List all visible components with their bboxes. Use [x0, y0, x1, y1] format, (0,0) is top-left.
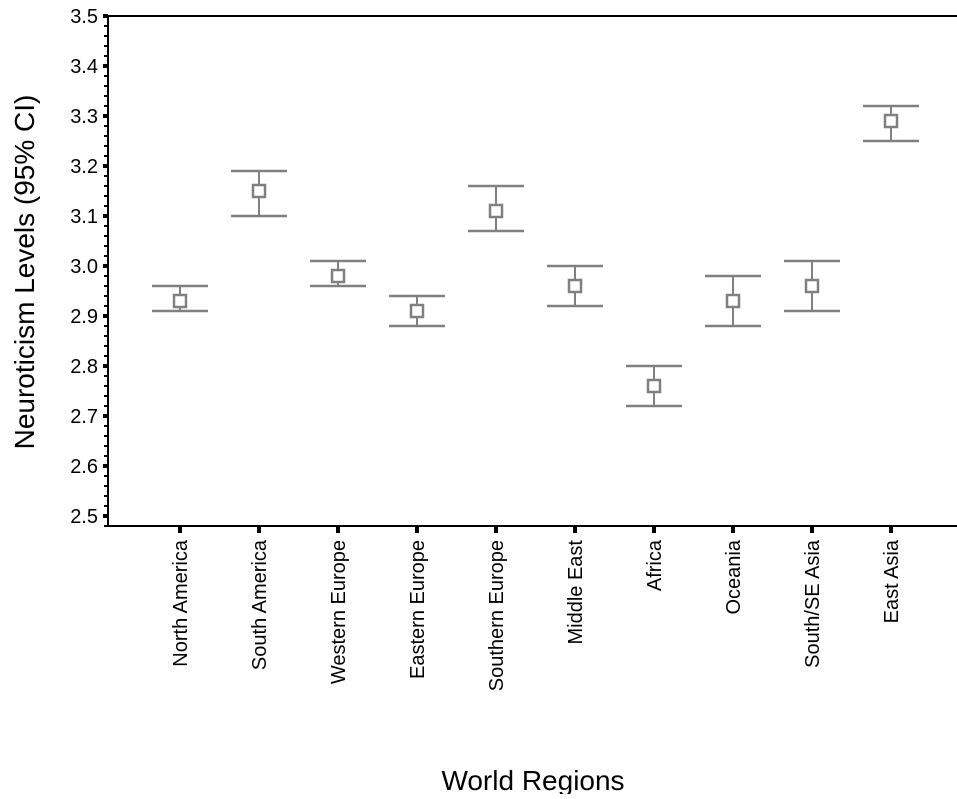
y-tick-label: 3.0	[70, 256, 98, 278]
error-bar	[231, 169, 287, 218]
mean-marker	[883, 113, 899, 129]
x-tick-label: East Asia	[881, 539, 903, 623]
y-tick-label: 3.3	[70, 106, 98, 128]
mean-marker	[725, 293, 741, 309]
x-tick-label: South/SE Asia	[802, 539, 824, 668]
y-tick-label: 3.2	[70, 156, 98, 178]
error-bar	[152, 284, 208, 313]
mean-marker	[804, 278, 820, 294]
y-tick-label: 2.9	[70, 306, 98, 328]
error-bar	[705, 274, 761, 328]
y-tick-label: 2.8	[70, 356, 98, 378]
error-bar	[863, 104, 919, 143]
y-tick-label: 2.6	[70, 456, 98, 478]
x-tick-label: Southern Europe	[486, 540, 508, 691]
error-bar	[626, 364, 682, 408]
x-tick-label: Africa	[644, 539, 666, 591]
error-bar	[389, 294, 445, 328]
x-tick-label: Oceania	[723, 539, 745, 614]
y-tick-label: 3.5	[70, 6, 98, 28]
y-tick-label: 2.5	[70, 506, 98, 528]
mean-marker	[646, 378, 662, 394]
error-bar	[547, 264, 603, 308]
x-tick-label: Eastern Europe	[407, 540, 429, 679]
y-tick-label: 2.7	[70, 406, 98, 428]
x-tick-label: Western Europe	[328, 540, 350, 684]
mean-marker	[488, 203, 504, 219]
y-axis-label: Neuroticism Levels (95% CI)	[9, 95, 40, 450]
mean-marker	[172, 293, 188, 309]
error-bar	[784, 259, 840, 313]
x-tick-label: North America	[170, 539, 192, 667]
x-axis-label: World Regions	[441, 765, 624, 794]
y-tick-label: 3.4	[70, 56, 98, 78]
x-tick-label: South America	[249, 539, 271, 670]
y-tick-label: 3.1	[70, 206, 98, 228]
data-layer	[152, 104, 919, 408]
error-bar	[310, 259, 366, 288]
mean-marker	[567, 278, 583, 294]
axes: 2.5 2.6 2.7 2.8 2.9 3.0 3.1 3.2 3.3 3.4 3.5 North A…	[70, 6, 957, 691]
mean-marker	[251, 183, 267, 199]
mean-marker	[330, 268, 346, 284]
x-tick-label: Middle East	[565, 540, 587, 645]
error-bar	[468, 184, 524, 233]
mean-marker	[409, 303, 425, 319]
